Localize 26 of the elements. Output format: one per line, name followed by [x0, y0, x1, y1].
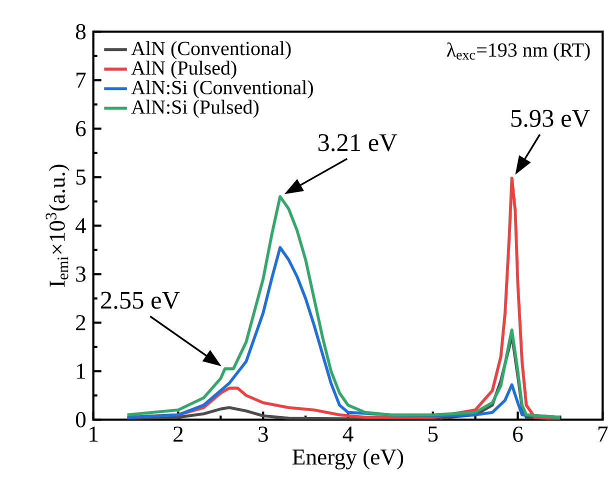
legend-label: AlN (Conventional)	[131, 41, 291, 60]
y-tick-label: 3	[76, 266, 86, 282]
x-tick-label: 7	[598, 426, 608, 442]
y-tick-label: 1	[77, 364, 86, 379]
x-tick-label: 4	[342, 426, 354, 442]
annotation: 2.55 eV	[101, 292, 180, 309]
y-tick-label: 8	[76, 24, 86, 40]
annotation: 5.93 eV	[511, 110, 590, 128]
x-axis-title: Energy (eV)	[292, 448, 404, 470]
annotation: λ$_{exc}$=193 nm (RT)	[446, 42, 590, 61]
x-tick-label: 3	[258, 426, 268, 442]
y-tick-label: 7	[76, 72, 86, 88]
x-tick-label: 2	[174, 426, 183, 442]
y-tick-label: 2	[76, 315, 86, 330]
legend-label: AlN (Pulsed)	[131, 60, 236, 79]
annotation: 3.21 eV	[318, 134, 398, 152]
y-tick-label: 0	[76, 412, 86, 428]
y-tick-label: 4	[76, 218, 86, 234]
y-axis-title: I$_{emi}$×10$^{3}$(a.u.)	[46, 164, 70, 287]
y-tick-label: 5	[76, 170, 86, 185]
y-tick-label: 6	[76, 121, 86, 136]
legend-label: AlN:Si (Pulsed)	[131, 100, 259, 118]
legend-label: AlN:Si (Conventional)	[131, 80, 313, 98]
x-tick-label: 6	[513, 426, 523, 442]
x-tick-label: 5	[428, 426, 438, 442]
x-tick-label: 1	[90, 426, 98, 442]
